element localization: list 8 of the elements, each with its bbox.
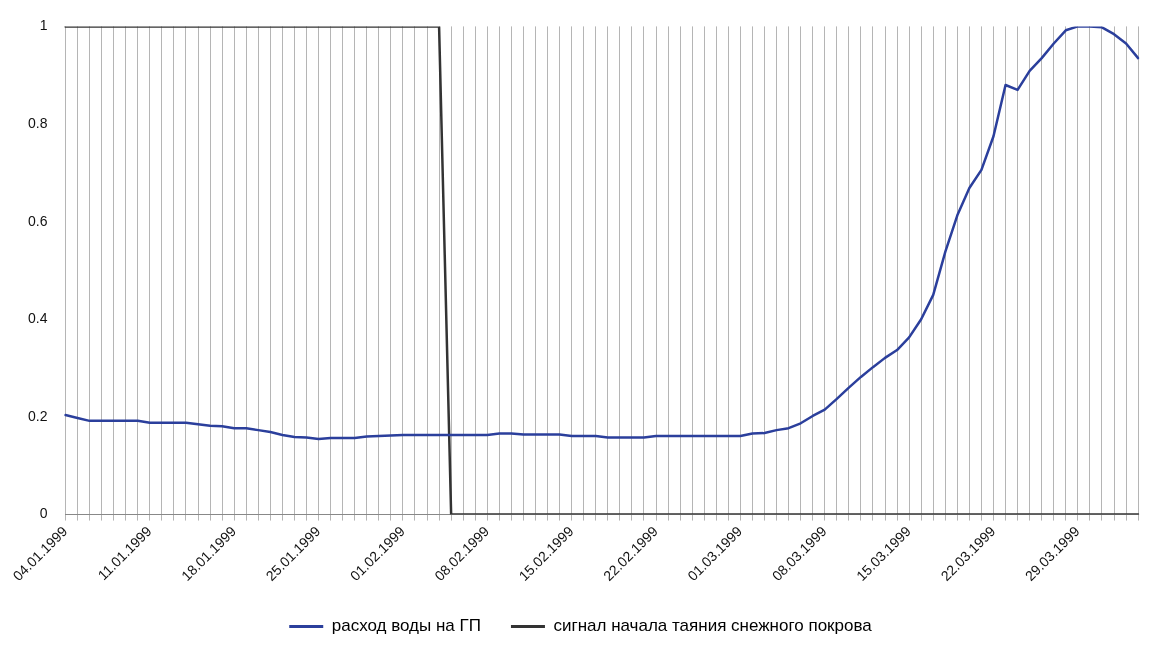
y-tick-label: 0 — [39, 505, 48, 522]
legend-label: расход воды на ГП — [331, 616, 481, 636]
y-tick-label: 0.8 — [27, 114, 48, 131]
y-tick-label: 0.2 — [27, 407, 48, 424]
y-tick-label: 1 — [39, 17, 48, 34]
y-tick-label: 0.4 — [27, 310, 48, 327]
legend-label: сигнал начала таяния снежного покрова — [553, 616, 873, 636]
y-tick-label: 0.6 — [27, 212, 48, 229]
